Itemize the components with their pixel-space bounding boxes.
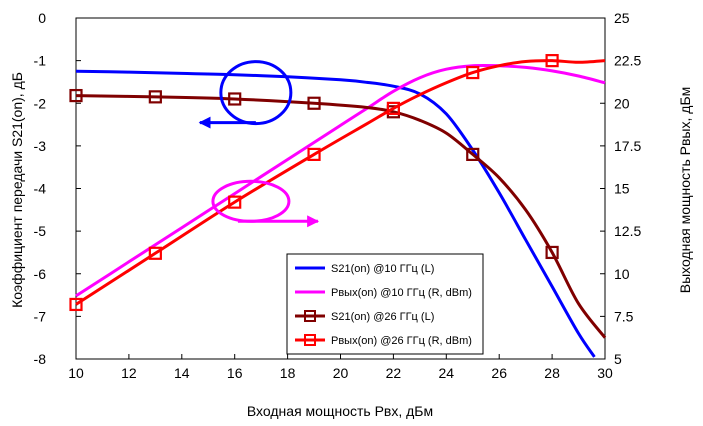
x-tick-label: 16 xyxy=(227,365,243,381)
series-point-3 xyxy=(466,147,480,161)
x-axis: 10 12 14 16 18 20 22 24 26 28 30 xyxy=(68,354,613,381)
legend-label: Pвых(on) @26 ГГц (R, dBm) xyxy=(331,335,472,347)
legend: S21(on) @10 ГГц (L) Pвых(on) @10 ГГц (R, … xyxy=(286,253,484,355)
y-left-tick-label: -2 xyxy=(34,95,47,111)
x-tick-label: 20 xyxy=(333,365,349,381)
series-point-4 xyxy=(386,101,400,115)
y-left-tick-label: -1 xyxy=(34,53,47,69)
y-left-axis-title: Коэффициент передачи S21(on), дБ xyxy=(9,72,25,308)
x-tick-label: 30 xyxy=(597,365,613,381)
x-tick-label: 24 xyxy=(439,365,455,381)
y-right-tick-label: 10 xyxy=(614,266,630,282)
y-right-axis-title: Выходная мощность Pвых, дБм xyxy=(677,87,693,294)
y-left-tick-label: -5 xyxy=(34,223,47,239)
y-right-tick-label: 17.5 xyxy=(614,138,641,154)
legend-label: S21(on) @10 ГГц (L) xyxy=(331,263,434,275)
legend-label: S21(on) @26 ГГц (L) xyxy=(331,311,434,323)
y-left-tick-label: -6 xyxy=(34,266,47,282)
series-line-2 xyxy=(75,63,606,298)
x-tick-label: 10 xyxy=(68,365,84,381)
legend-marker xyxy=(304,334,316,346)
series-layer xyxy=(69,54,607,358)
series-line-1 xyxy=(75,69,596,358)
series-point-4 xyxy=(466,65,480,80)
series-point-3 xyxy=(69,88,83,103)
y-right-tick-label: 20 xyxy=(614,95,630,111)
series-point-4 xyxy=(545,54,559,68)
series-point-4 xyxy=(148,246,162,260)
annotations xyxy=(198,60,320,228)
x-tick-label: 22 xyxy=(386,365,402,381)
y-left-tick-label: -4 xyxy=(34,181,47,197)
y-right-tick-label: 22.5 xyxy=(614,53,641,69)
y-right-tick-label: 25 xyxy=(614,10,630,26)
y-left-tick-label: -3 xyxy=(34,138,47,154)
x-tick-label: 18 xyxy=(280,365,296,381)
y-right-axis: 25 22.5 20 17.5 15 12.5 10 7.5 5 xyxy=(600,10,641,367)
series-point-3 xyxy=(148,90,162,104)
x-axis-title: Входная мощность Pвх, дБм xyxy=(247,403,433,419)
y-right-tick-label: 12.5 xyxy=(614,223,641,239)
series-point-4 xyxy=(228,195,242,209)
y-right-tick-label: 15 xyxy=(614,181,630,197)
x-tick-label: 14 xyxy=(174,365,190,381)
series-point-3 xyxy=(307,96,321,110)
x-tick-label: 12 xyxy=(121,365,137,381)
y-right-tick-label: 7.5 xyxy=(614,308,634,324)
x-tick-label: 26 xyxy=(491,365,507,381)
y-left-tick-label: -8 xyxy=(34,351,47,367)
y-left-tick-label: -7 xyxy=(34,308,47,324)
series-point-4 xyxy=(307,147,321,161)
legend-marker xyxy=(304,310,316,322)
legend-label: Pвых(on) @10 ГГц (R, dBm) xyxy=(331,287,472,299)
y-right-tick-label: 5 xyxy=(614,351,622,367)
x-tick-label: 28 xyxy=(544,365,560,381)
series-point-3 xyxy=(228,92,242,106)
series-point-3 xyxy=(545,245,559,260)
y-left-tick-label: 0 xyxy=(38,10,46,26)
series-point-4 xyxy=(69,297,83,312)
legend-box xyxy=(286,253,484,355)
series-line-3 xyxy=(75,94,607,339)
y-left-axis: 0 -1 -2 -3 -4 -5 -6 -7 -8 xyxy=(34,10,81,367)
